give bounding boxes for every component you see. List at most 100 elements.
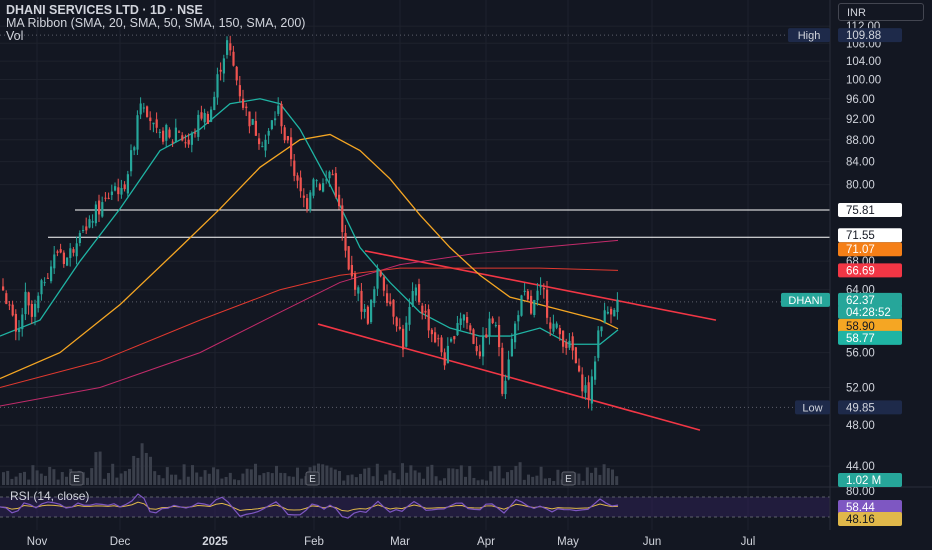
sma150-price-label-value: 66.69 xyxy=(846,265,875,277)
candle-body xyxy=(114,186,117,191)
candle-body xyxy=(341,205,344,233)
volume-bar xyxy=(262,473,266,485)
rsi-ma-value-label-bg xyxy=(838,512,902,526)
candle-body xyxy=(466,317,469,323)
volume-label-value: 1.02 M xyxy=(846,475,881,487)
candle-body xyxy=(389,301,392,305)
ma-ribbon-legend[interactable]: MA Ribbon (SMA, 20, SMA, 50, SMA, 150, S… xyxy=(6,16,306,30)
volume-bar xyxy=(182,464,186,485)
volume-bar xyxy=(207,473,211,485)
candle-body xyxy=(14,313,17,332)
x-tick-label: Jul xyxy=(741,536,756,548)
candle-body xyxy=(18,329,21,332)
candle-body xyxy=(277,105,280,114)
candle-body xyxy=(98,200,101,215)
candle-body xyxy=(344,233,347,251)
candle-body xyxy=(213,96,216,111)
rsi-ma-value-label-value: 48.16 xyxy=(846,514,875,526)
volume-bar xyxy=(249,469,253,485)
candle-body xyxy=(370,299,373,323)
volume-bar xyxy=(283,473,287,485)
volume-bar xyxy=(94,452,98,485)
candle-body xyxy=(437,338,440,340)
earnings-label: E xyxy=(309,474,316,485)
candle-body xyxy=(418,284,421,303)
volume-bar xyxy=(216,469,220,485)
currency-button[interactable]: INR xyxy=(838,3,924,21)
volume-bar xyxy=(224,476,228,485)
volume-bar xyxy=(245,468,249,485)
candle-body xyxy=(440,337,443,353)
candle-body xyxy=(462,314,465,321)
candle-body xyxy=(590,376,593,404)
earnings-badge xyxy=(561,471,576,486)
candle-body xyxy=(578,365,581,372)
candle-body xyxy=(110,191,113,196)
x-tick-label: Feb xyxy=(304,536,324,548)
level-71-label: 71.55 xyxy=(838,228,902,243)
sma200-line xyxy=(0,239,619,407)
volume-bar xyxy=(363,468,367,485)
grid xyxy=(0,0,830,530)
candle-body xyxy=(181,135,184,141)
candle-body xyxy=(56,251,59,253)
countdown-label-bg xyxy=(838,304,902,319)
candle-body xyxy=(542,288,545,290)
y-tick-label: 96.00 xyxy=(846,94,875,106)
high-label: High 109.88 xyxy=(788,28,902,43)
candle-body xyxy=(142,107,145,109)
volume-bar xyxy=(430,464,434,485)
volume-bar xyxy=(417,472,421,485)
volume-bar xyxy=(275,465,278,485)
countdown-label-value: 04:28:52 xyxy=(846,307,891,319)
candle-body xyxy=(434,332,437,343)
candle-body xyxy=(427,309,430,331)
sma50-line xyxy=(0,133,619,380)
candle-body xyxy=(174,127,177,143)
candle-body xyxy=(40,280,43,295)
volume-bar xyxy=(90,468,94,485)
sma20-price-label-bg xyxy=(838,330,902,345)
candle-body xyxy=(450,338,453,342)
candle-body xyxy=(584,385,587,393)
volume-bar xyxy=(321,464,325,485)
volume-bar xyxy=(405,472,409,485)
level-75-label-value: 75.81 xyxy=(846,205,875,217)
candle-body xyxy=(117,187,120,195)
candle-body xyxy=(546,289,549,318)
volume-bar xyxy=(401,463,404,485)
candle-body xyxy=(382,277,385,291)
candle-body xyxy=(568,340,571,348)
volume-bar xyxy=(531,476,535,485)
candle-body xyxy=(325,179,328,181)
candle-body xyxy=(562,330,565,347)
candle-body xyxy=(146,106,149,117)
candle-body xyxy=(43,282,46,284)
y-tick-label: 52.00 xyxy=(846,383,875,395)
candle-body xyxy=(510,338,513,357)
sma50-price-label: 58.90 xyxy=(838,318,902,333)
volume-legend[interactable]: Vol xyxy=(6,29,24,43)
volume-bar xyxy=(86,477,89,485)
candle-body xyxy=(405,322,408,347)
volume-bar xyxy=(132,455,136,485)
candle-body xyxy=(69,248,72,258)
candle-body xyxy=(37,295,40,309)
candle-body xyxy=(616,299,619,313)
rsi-legend[interactable]: RSI (14, close) xyxy=(10,489,90,503)
candle-body xyxy=(245,106,248,109)
volume-bar xyxy=(451,468,455,485)
candle-body xyxy=(373,289,376,304)
low-label-bg xyxy=(838,400,902,415)
earnings-marker: E xyxy=(305,471,320,486)
candle-body xyxy=(91,221,94,223)
candle-body xyxy=(334,173,337,197)
volume-bar xyxy=(472,477,476,485)
y-tick-label: 80.00 xyxy=(846,180,875,192)
candle-body xyxy=(152,122,155,125)
candle-body xyxy=(366,306,369,324)
candle-body xyxy=(187,139,190,145)
volume-bar xyxy=(527,474,530,485)
volume-bar xyxy=(237,480,241,485)
